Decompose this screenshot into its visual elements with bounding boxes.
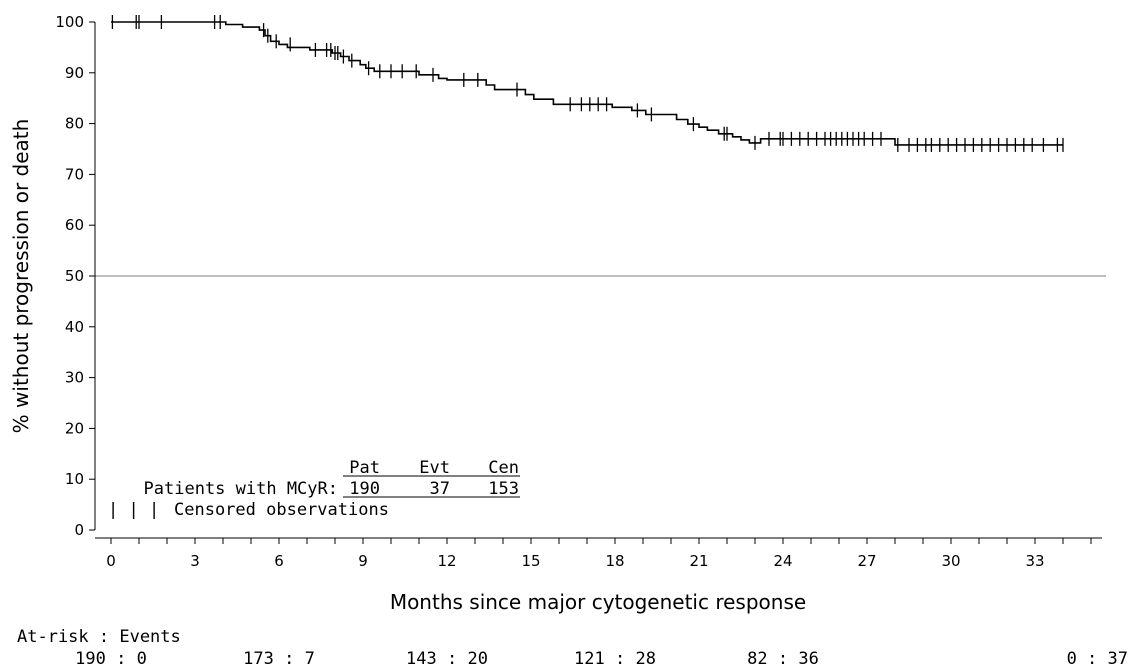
x-ticks: 0 3 6 9 12 15 18 21 24 27 30 33 (106, 538, 1092, 570)
survival-curve (111, 21, 1063, 146)
at-risk-value: 173 : 7 (243, 649, 315, 669)
at-risk-value: 82 : 36 (747, 649, 819, 669)
x-tick-label: 24 (773, 552, 792, 570)
y-tick-label: 90 (65, 64, 84, 82)
at-risk-value: 190 : 0 (75, 649, 147, 669)
x-tick-label: 21 (689, 552, 708, 570)
x-tick-label: 3 (190, 552, 200, 570)
x-tick-label: 30 (941, 552, 960, 570)
at-risk-row: 190 : 0 173 : 7 143 : 20 121 : 28 82 : 36 0 :… (75, 649, 1128, 669)
legend-header-cen: Cen (488, 458, 519, 478)
y-tick-label: 80 (65, 115, 84, 133)
y-tick-label: 40 (65, 318, 84, 336)
x-axis-label: Months since major cytogenetic response (390, 590, 806, 614)
y-tick-label: 0 (74, 521, 84, 539)
y-ticks: 0 10 20 30 40 50 60 70 80 90 100 (55, 13, 95, 539)
y-tick-label: 60 (65, 216, 84, 234)
y-tick-label: 20 (65, 419, 84, 437)
x-tick-label: 27 (857, 552, 876, 570)
at-risk-title: At-risk : Events (17, 627, 181, 647)
x-tick-label: 33 (1025, 552, 1044, 570)
y-tick-label: 30 (65, 369, 84, 387)
legend-value-pat: 190 (349, 479, 380, 499)
at-risk-value: 143 : 20 (406, 649, 488, 669)
x-tick-label: 6 (274, 552, 284, 570)
y-tick-label: 100 (55, 13, 84, 31)
censor-legend-label: Censored observations (174, 500, 389, 520)
censor-marks (111, 15, 1064, 152)
legend-header-evt: Evt (419, 458, 450, 478)
x-tick-label: 15 (521, 552, 540, 570)
x-tick-label: 9 (358, 552, 368, 570)
y-tick-label: 10 (65, 470, 84, 488)
y-tick-label: 50 (65, 267, 84, 285)
legend-row-label: Patients with MCyR: (144, 479, 338, 499)
legend-value-evt: 37 (430, 479, 450, 499)
y-axis-label: % without progression or death (9, 119, 33, 434)
legend-value-cen: 153 (488, 479, 519, 499)
x-tick-label: 0 (106, 552, 116, 570)
legend-table: Pat Evt Cen Patients with MCyR: 190 37 1… (108, 458, 520, 520)
y-tick-label: 70 (65, 165, 84, 183)
x-tick-label: 12 (437, 552, 456, 570)
at-risk-value: 0 : 37 (1067, 649, 1128, 669)
survival-curves (111, 21, 1063, 146)
censor-symbol: | | | (108, 500, 159, 520)
at-risk-value: 121 : 28 (574, 649, 656, 669)
x-tick-label: 18 (605, 552, 624, 570)
legend-header-pat: Pat (349, 458, 380, 478)
